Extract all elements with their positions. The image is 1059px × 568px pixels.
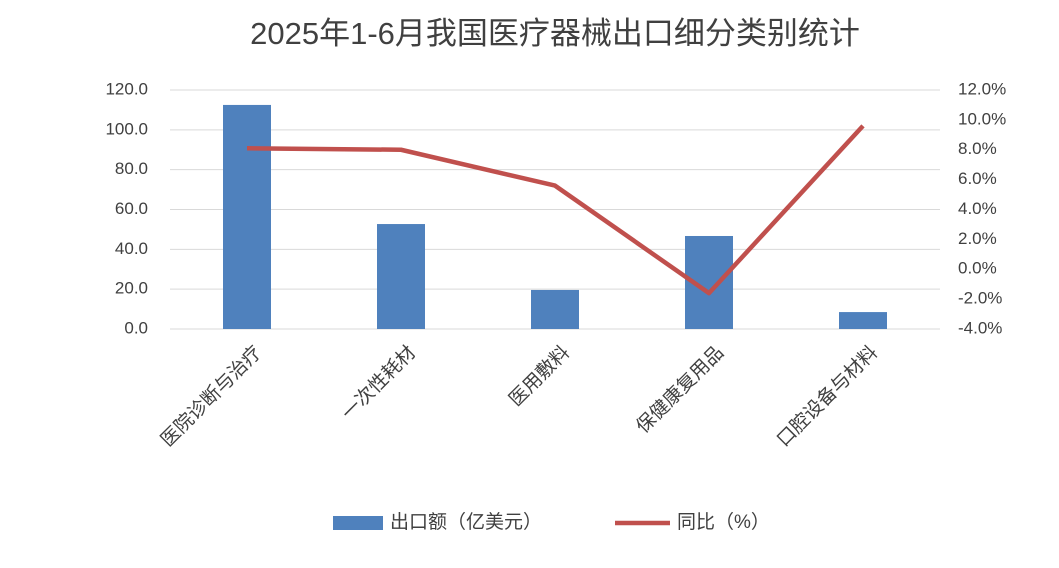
bar xyxy=(531,289,579,329)
y2-tick-label: 6.0% xyxy=(958,169,997,188)
y-tick-label: 20.0 xyxy=(115,279,148,298)
y2-tick-label: 4.0% xyxy=(958,199,997,218)
x-tick-label: 保健康复用品 xyxy=(632,342,728,438)
y2-tick-label: -4.0% xyxy=(958,318,1002,337)
y-tick-label: 40.0 xyxy=(115,239,148,258)
y2-tick-label: 12.0% xyxy=(958,79,1006,98)
chart-title: 2025年1-6月我国医疗器械出口细分类别统计 xyxy=(250,16,860,51)
y2-tick-label: 8.0% xyxy=(958,139,997,158)
y2-tick-label: -2.0% xyxy=(958,289,1002,308)
bar xyxy=(839,312,887,329)
bar xyxy=(223,104,271,329)
line xyxy=(246,124,865,296)
legend-label: 出口额（亿美元） xyxy=(390,511,542,533)
x-tick-label: 医院诊断与治疗 xyxy=(156,342,266,452)
bar xyxy=(377,224,425,329)
y-tick-label: 0.0 xyxy=(124,318,148,337)
y2-tick-label: 0.0% xyxy=(958,259,997,278)
y-tick-label: 120.0 xyxy=(105,79,148,98)
x-tick-label: 一次性耗材 xyxy=(337,342,420,425)
y2-tick-label: 2.0% xyxy=(958,229,997,248)
y2-tick-label: 10.0% xyxy=(958,109,1006,128)
y-tick-label: 60.0 xyxy=(115,199,148,218)
y-tick-label: 100.0 xyxy=(105,119,148,138)
legend-swatch xyxy=(333,516,383,530)
x-tick-label: 医用敷料 xyxy=(505,342,574,411)
y-tick-label: 80.0 xyxy=(115,159,148,178)
legend-label: 同比（%） xyxy=(677,511,770,533)
x-tick-label: 口腔设备与材料 xyxy=(772,342,882,452)
